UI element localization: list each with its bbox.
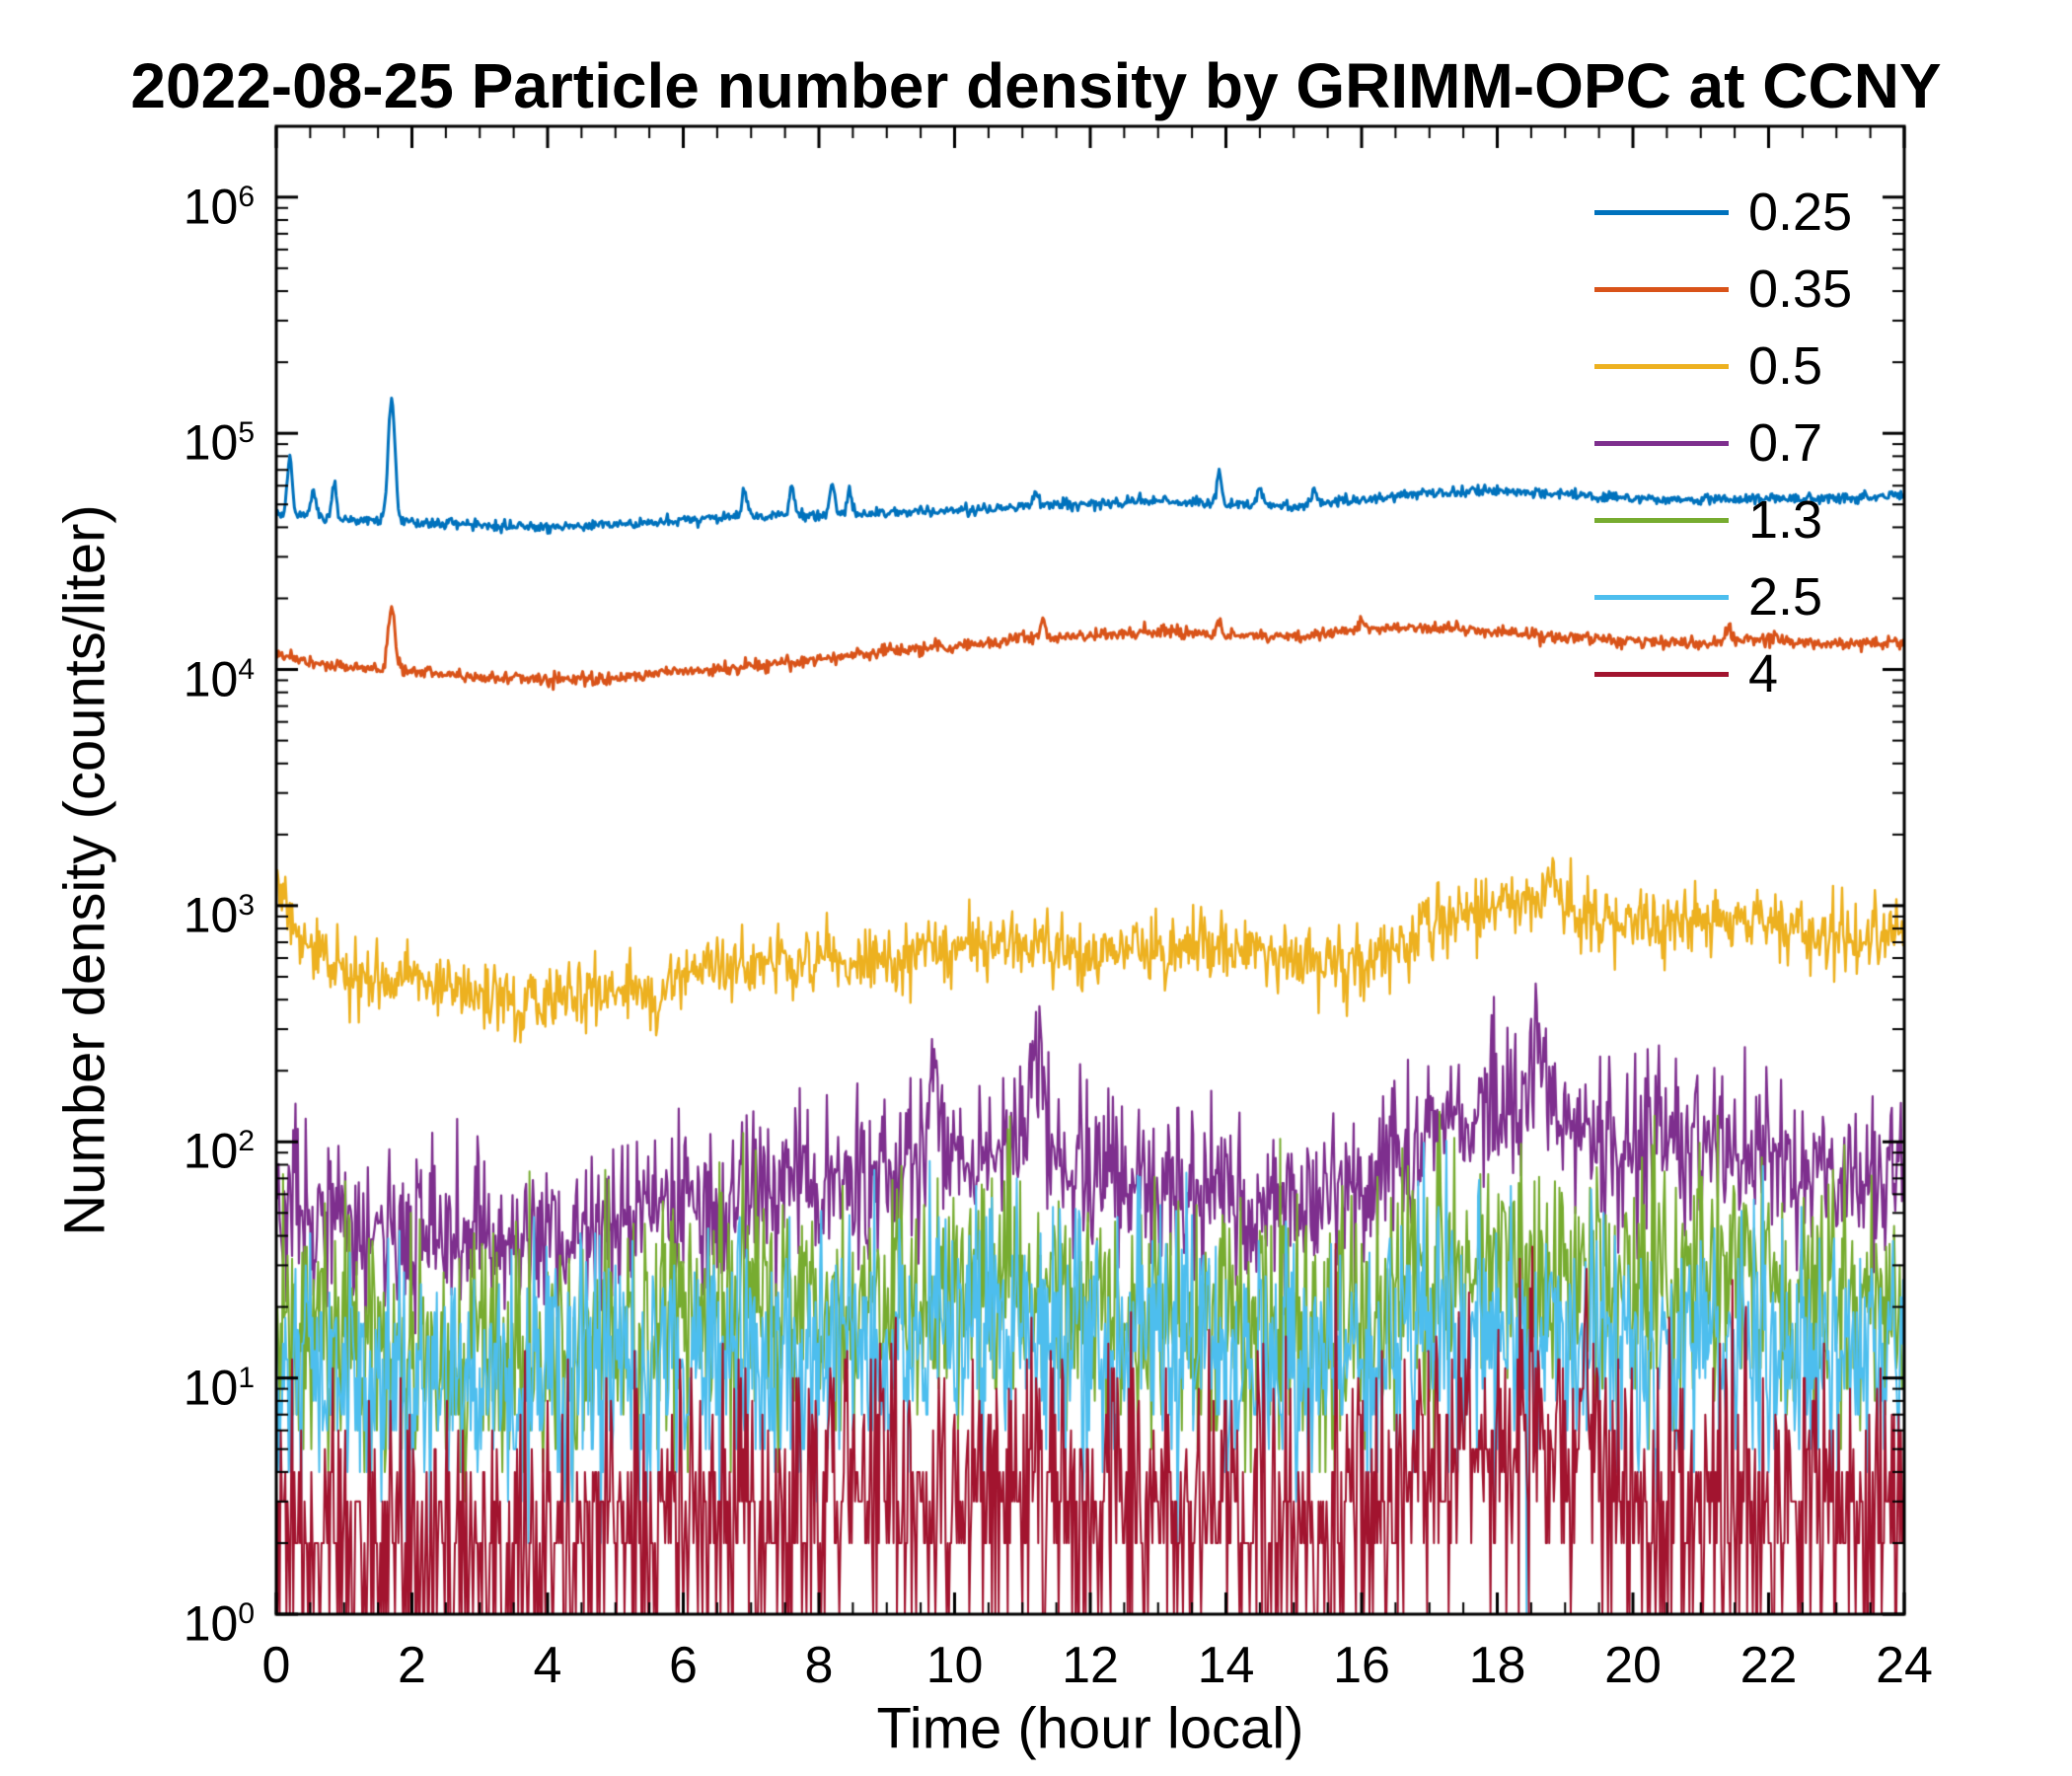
x-tick-label: 10 — [925, 1637, 984, 1694]
y-tick-label: 105 — [183, 414, 255, 471]
legend-label: 2.5 — [1748, 567, 1823, 627]
x-tick-label: 24 — [1876, 1637, 1933, 1694]
legend-label: 4 — [1748, 644, 1779, 703]
y-tick-label: 104 — [183, 651, 255, 707]
legend-entry: 0.5 — [1594, 328, 1852, 405]
legend-label: 0.25 — [1748, 183, 1853, 242]
legend-entry: 2.5 — [1594, 558, 1852, 635]
x-tick-label: 16 — [1333, 1637, 1390, 1694]
legend-label: 0.7 — [1748, 413, 1823, 473]
legend-line-sample — [1594, 363, 1729, 369]
legend-label: 0.5 — [1748, 336, 1823, 396]
legend-label: 1.3 — [1748, 490, 1823, 550]
x-axis-label: Time (hour local) — [876, 1696, 1304, 1761]
y-tick-label: 103 — [183, 887, 255, 943]
legend-entry: 1.3 — [1594, 481, 1852, 558]
x-tick-label: 2 — [398, 1637, 426, 1694]
x-tick-label: 22 — [1739, 1637, 1798, 1694]
y-tick-label: 100 — [183, 1595, 255, 1652]
legend-entry: 0.25 — [1594, 174, 1852, 251]
legend-entry: 4 — [1594, 635, 1852, 712]
x-tick-label: 4 — [533, 1637, 562, 1694]
y-tick-label: 106 — [183, 179, 255, 235]
x-tick-label: 8 — [804, 1637, 834, 1694]
legend: 0.25 0.35 0.5 0.7 1.3 2.5 4 — [1594, 174, 1852, 712]
legend-entry: 0.7 — [1594, 405, 1852, 481]
legend-line-sample — [1594, 594, 1729, 600]
legend-entry: 0.35 — [1594, 251, 1852, 328]
legend-line-sample — [1594, 440, 1729, 446]
x-tick-label: 6 — [669, 1637, 698, 1694]
legend-line-sample — [1594, 517, 1729, 523]
x-tick-label: 12 — [1062, 1637, 1119, 1694]
legend-label: 0.35 — [1748, 259, 1853, 319]
x-tick-label: 14 — [1197, 1637, 1255, 1694]
x-tick-label: 0 — [261, 1637, 291, 1694]
chart-title: 2022-08-25 Particle number density by GR… — [130, 50, 1942, 121]
legend-line-sample — [1594, 286, 1729, 292]
legend-line-sample — [1594, 671, 1729, 677]
x-tick-label: 20 — [1604, 1637, 1662, 1694]
y-tick-label: 102 — [183, 1123, 255, 1179]
y-tick-label: 101 — [183, 1360, 255, 1416]
x-tick-label: 18 — [1468, 1637, 1526, 1694]
legend-line-sample — [1594, 209, 1729, 215]
